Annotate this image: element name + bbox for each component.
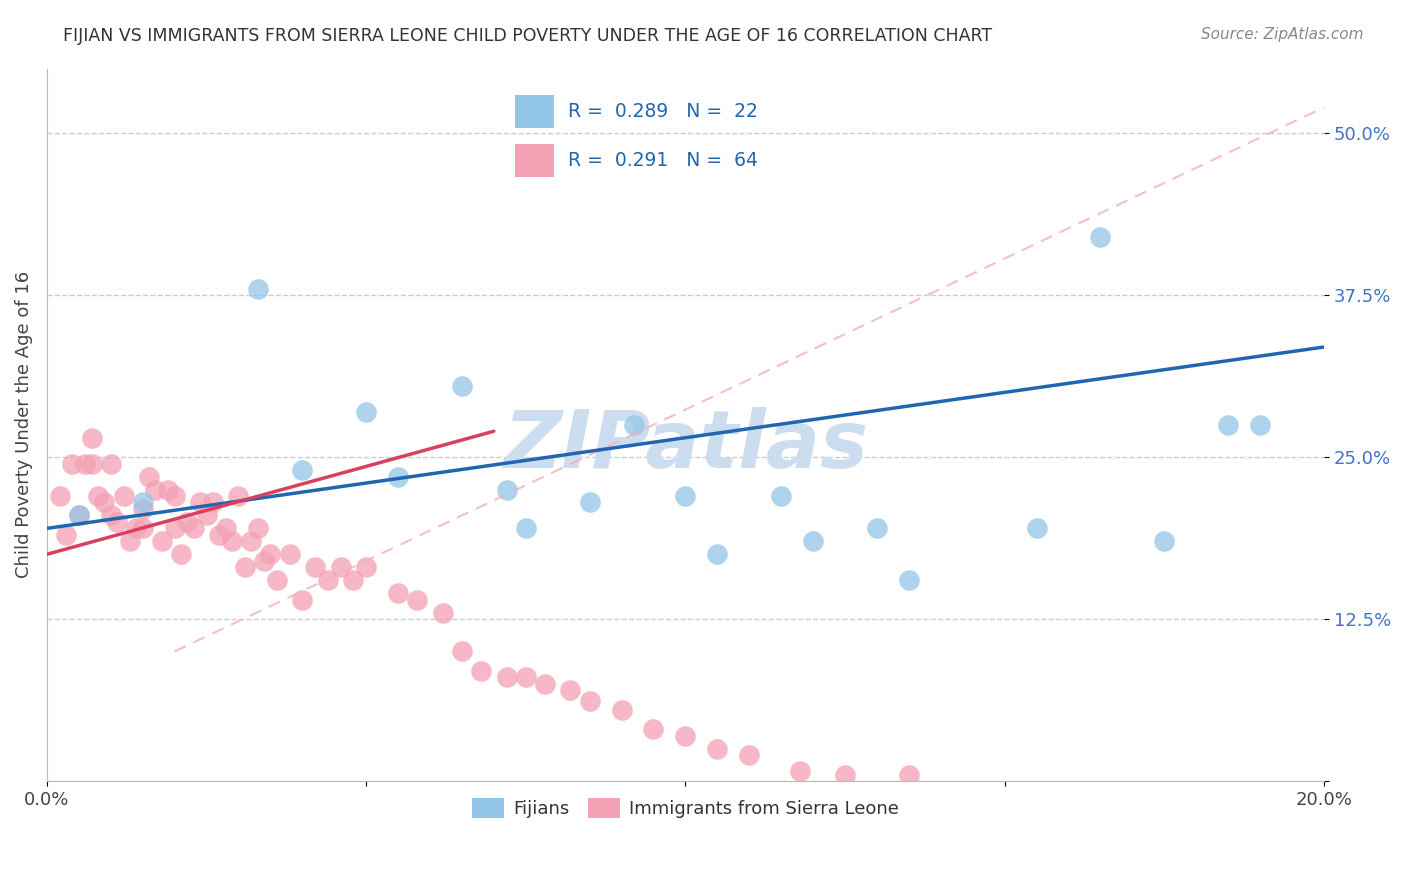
Point — [1216, 417, 1239, 432]
Point — [100, 457, 122, 471]
Point — [163, 489, 186, 503]
Point — [75, 457, 97, 471]
Point — [706, 741, 728, 756]
Point — [1249, 417, 1271, 432]
Point — [673, 489, 696, 503]
Point — [188, 495, 211, 509]
Point — [131, 521, 153, 535]
Point — [834, 767, 856, 781]
Point — [100, 508, 122, 523]
Point — [125, 521, 148, 535]
Point — [578, 495, 600, 509]
Point — [228, 489, 250, 503]
Point — [578, 694, 600, 708]
Point — [208, 528, 231, 542]
Point — [259, 547, 281, 561]
Point — [176, 515, 198, 529]
Point — [866, 521, 889, 535]
Point — [246, 521, 269, 535]
Point — [240, 534, 263, 549]
Text: Source: ZipAtlas.com: Source: ZipAtlas.com — [1201, 27, 1364, 42]
Point — [515, 670, 537, 684]
Point — [278, 547, 301, 561]
Point — [48, 489, 70, 503]
Point — [432, 606, 454, 620]
Point — [67, 508, 90, 523]
Point — [706, 547, 728, 561]
Point — [470, 664, 492, 678]
Point — [673, 729, 696, 743]
Point — [291, 463, 314, 477]
Point — [118, 534, 141, 549]
Point — [80, 457, 103, 471]
Point — [342, 573, 364, 587]
Point — [897, 573, 920, 587]
Point — [201, 495, 224, 509]
Text: ZIPatlas: ZIPatlas — [503, 407, 868, 485]
Point — [131, 502, 153, 516]
Point — [93, 495, 115, 509]
Point — [233, 560, 256, 574]
Point — [183, 521, 205, 535]
Point — [387, 586, 409, 600]
Point — [406, 592, 429, 607]
Text: R =  0.291   N =  64: R = 0.291 N = 64 — [568, 151, 758, 170]
Point — [157, 483, 180, 497]
Point — [145, 483, 167, 497]
Point — [131, 495, 153, 509]
Point — [495, 670, 517, 684]
Bar — [515, 95, 554, 128]
Point — [266, 573, 288, 587]
Point — [534, 677, 557, 691]
Point — [354, 405, 377, 419]
Point — [246, 282, 269, 296]
Point — [163, 521, 186, 535]
Point — [1090, 230, 1112, 244]
Point — [112, 489, 135, 503]
Point — [560, 683, 582, 698]
Point — [215, 521, 238, 535]
Point — [610, 703, 633, 717]
Point — [1025, 521, 1047, 535]
Point — [801, 534, 824, 549]
Point — [387, 469, 409, 483]
Text: R =  0.289   N =  22: R = 0.289 N = 22 — [568, 102, 758, 121]
Point — [495, 483, 517, 497]
Point — [515, 521, 537, 535]
Point — [316, 573, 339, 587]
Point — [304, 560, 326, 574]
Point — [291, 592, 314, 607]
Point — [329, 560, 352, 574]
Point — [623, 417, 645, 432]
Point — [354, 560, 377, 574]
Point — [253, 554, 276, 568]
Point — [451, 379, 474, 393]
Text: FIJIAN VS IMMIGRANTS FROM SIERRA LEONE CHILD POVERTY UNDER THE AGE OF 16 CORRELA: FIJIAN VS IMMIGRANTS FROM SIERRA LEONE C… — [63, 27, 993, 45]
Y-axis label: Child Poverty Under the Age of 16: Child Poverty Under the Age of 16 — [15, 271, 32, 578]
Point — [770, 489, 793, 503]
Point — [221, 534, 243, 549]
Legend: Fijians, Immigrants from Sierra Leone: Fijians, Immigrants from Sierra Leone — [464, 791, 907, 825]
Point — [643, 722, 665, 736]
Point — [738, 748, 761, 763]
Point — [170, 547, 193, 561]
Point — [87, 489, 110, 503]
Point — [195, 508, 218, 523]
Point — [105, 515, 128, 529]
Point — [1153, 534, 1175, 549]
Point — [138, 469, 160, 483]
Bar — [515, 145, 554, 177]
Point — [62, 457, 84, 471]
Point — [55, 528, 77, 542]
Point — [150, 534, 173, 549]
Point — [451, 644, 474, 658]
Point — [80, 431, 103, 445]
Point — [67, 508, 90, 523]
Point — [789, 764, 811, 778]
Point — [897, 767, 920, 781]
